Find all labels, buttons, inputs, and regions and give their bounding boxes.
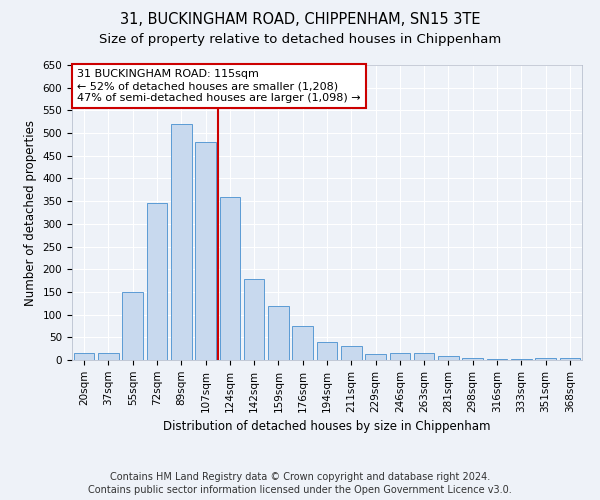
Bar — [560, 358, 580, 360]
Bar — [268, 306, 289, 360]
Bar — [195, 142, 216, 360]
Bar — [511, 359, 532, 360]
Bar — [389, 353, 410, 360]
Bar — [341, 346, 362, 360]
Text: Contains public sector information licensed under the Open Government Licence v3: Contains public sector information licen… — [88, 485, 512, 495]
Text: 31, BUCKINGHAM ROAD, CHIPPENHAM, SN15 3TE: 31, BUCKINGHAM ROAD, CHIPPENHAM, SN15 3T… — [120, 12, 480, 28]
Bar — [74, 353, 94, 360]
Bar — [98, 353, 119, 360]
Bar — [317, 342, 337, 360]
Bar — [535, 358, 556, 360]
Y-axis label: Number of detached properties: Number of detached properties — [24, 120, 37, 306]
Bar — [414, 353, 434, 360]
Text: Size of property relative to detached houses in Chippenham: Size of property relative to detached ho… — [99, 32, 501, 46]
Bar — [220, 196, 240, 360]
Bar — [244, 279, 265, 360]
Bar — [146, 204, 167, 360]
Bar — [438, 356, 459, 360]
Bar — [487, 359, 508, 360]
Text: 31 BUCKINGHAM ROAD: 115sqm
← 52% of detached houses are smaller (1,208)
47% of s: 31 BUCKINGHAM ROAD: 115sqm ← 52% of deta… — [77, 70, 361, 102]
Bar — [463, 358, 483, 360]
Bar — [365, 354, 386, 360]
Bar — [292, 326, 313, 360]
Bar — [171, 124, 191, 360]
Text: Contains HM Land Registry data © Crown copyright and database right 2024.: Contains HM Land Registry data © Crown c… — [110, 472, 490, 482]
X-axis label: Distribution of detached houses by size in Chippenham: Distribution of detached houses by size … — [163, 420, 491, 433]
Bar — [122, 292, 143, 360]
